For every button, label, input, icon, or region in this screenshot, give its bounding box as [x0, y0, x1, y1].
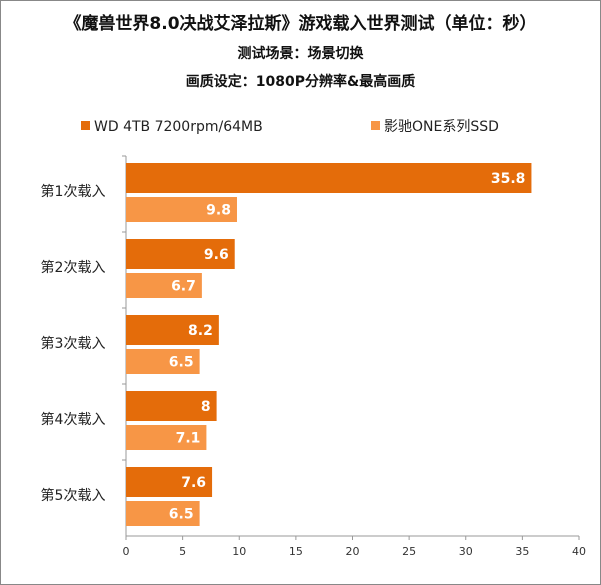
data-label: 6.7: [171, 279, 196, 295]
data-label: 35.8: [491, 171, 526, 187]
x-tick-label: 35: [515, 545, 529, 558]
chart-title: 《魔兽世界8.0决战艾泽拉斯》游戏载入世界测试（单位：秒）: [64, 14, 537, 34]
bar-1: [126, 239, 235, 269]
bar-2: [126, 197, 237, 222]
chart-subtitle-quality: 画质设定：1080P分辨率&最高画质: [185, 74, 416, 90]
x-tick-label: 5: [179, 545, 186, 558]
category-label: 第3次载入: [41, 335, 106, 352]
x-tick-label: 25: [402, 545, 416, 558]
legend-swatch-2: [371, 121, 380, 130]
x-tick-label: 30: [459, 545, 473, 558]
legend-label-2: 影驰ONE系列SSD: [384, 119, 499, 135]
legend-swatch-1: [81, 121, 90, 130]
data-label: 6.5: [169, 507, 194, 523]
bar-1: [126, 467, 213, 497]
bar-1: [126, 163, 532, 193]
bar-2: [126, 273, 202, 298]
x-tick-label: 20: [346, 545, 360, 558]
data-label: 9.8: [206, 203, 231, 219]
data-label: 9.6: [204, 247, 229, 263]
legend-label-1: WD 4TB 7200rpm/64MB: [94, 119, 263, 135]
category-label: 第5次载入: [41, 487, 106, 504]
x-tick-label: 10: [232, 545, 246, 558]
bar-2: [126, 349, 200, 374]
category-label: 第4次载入: [41, 411, 106, 428]
data-label: 6.5: [169, 355, 194, 371]
x-tick-label: 15: [289, 545, 303, 558]
bar-1: [126, 391, 217, 421]
data-label: 8.2: [188, 323, 213, 339]
x-tick-label: 0: [123, 545, 130, 558]
data-label: 8: [201, 399, 211, 415]
bar-2: [126, 501, 200, 526]
x-tick-label: 40: [572, 545, 586, 558]
chart-subtitle-scene: 测试场景：场景切换: [237, 46, 364, 62]
bar-1: [126, 315, 219, 345]
data-label: 7.1: [176, 431, 201, 447]
category-label: 第1次载入: [41, 183, 106, 200]
bar-2: [126, 425, 207, 450]
category-label: 第2次载入: [41, 259, 106, 276]
data-label: 7.6: [181, 475, 206, 491]
